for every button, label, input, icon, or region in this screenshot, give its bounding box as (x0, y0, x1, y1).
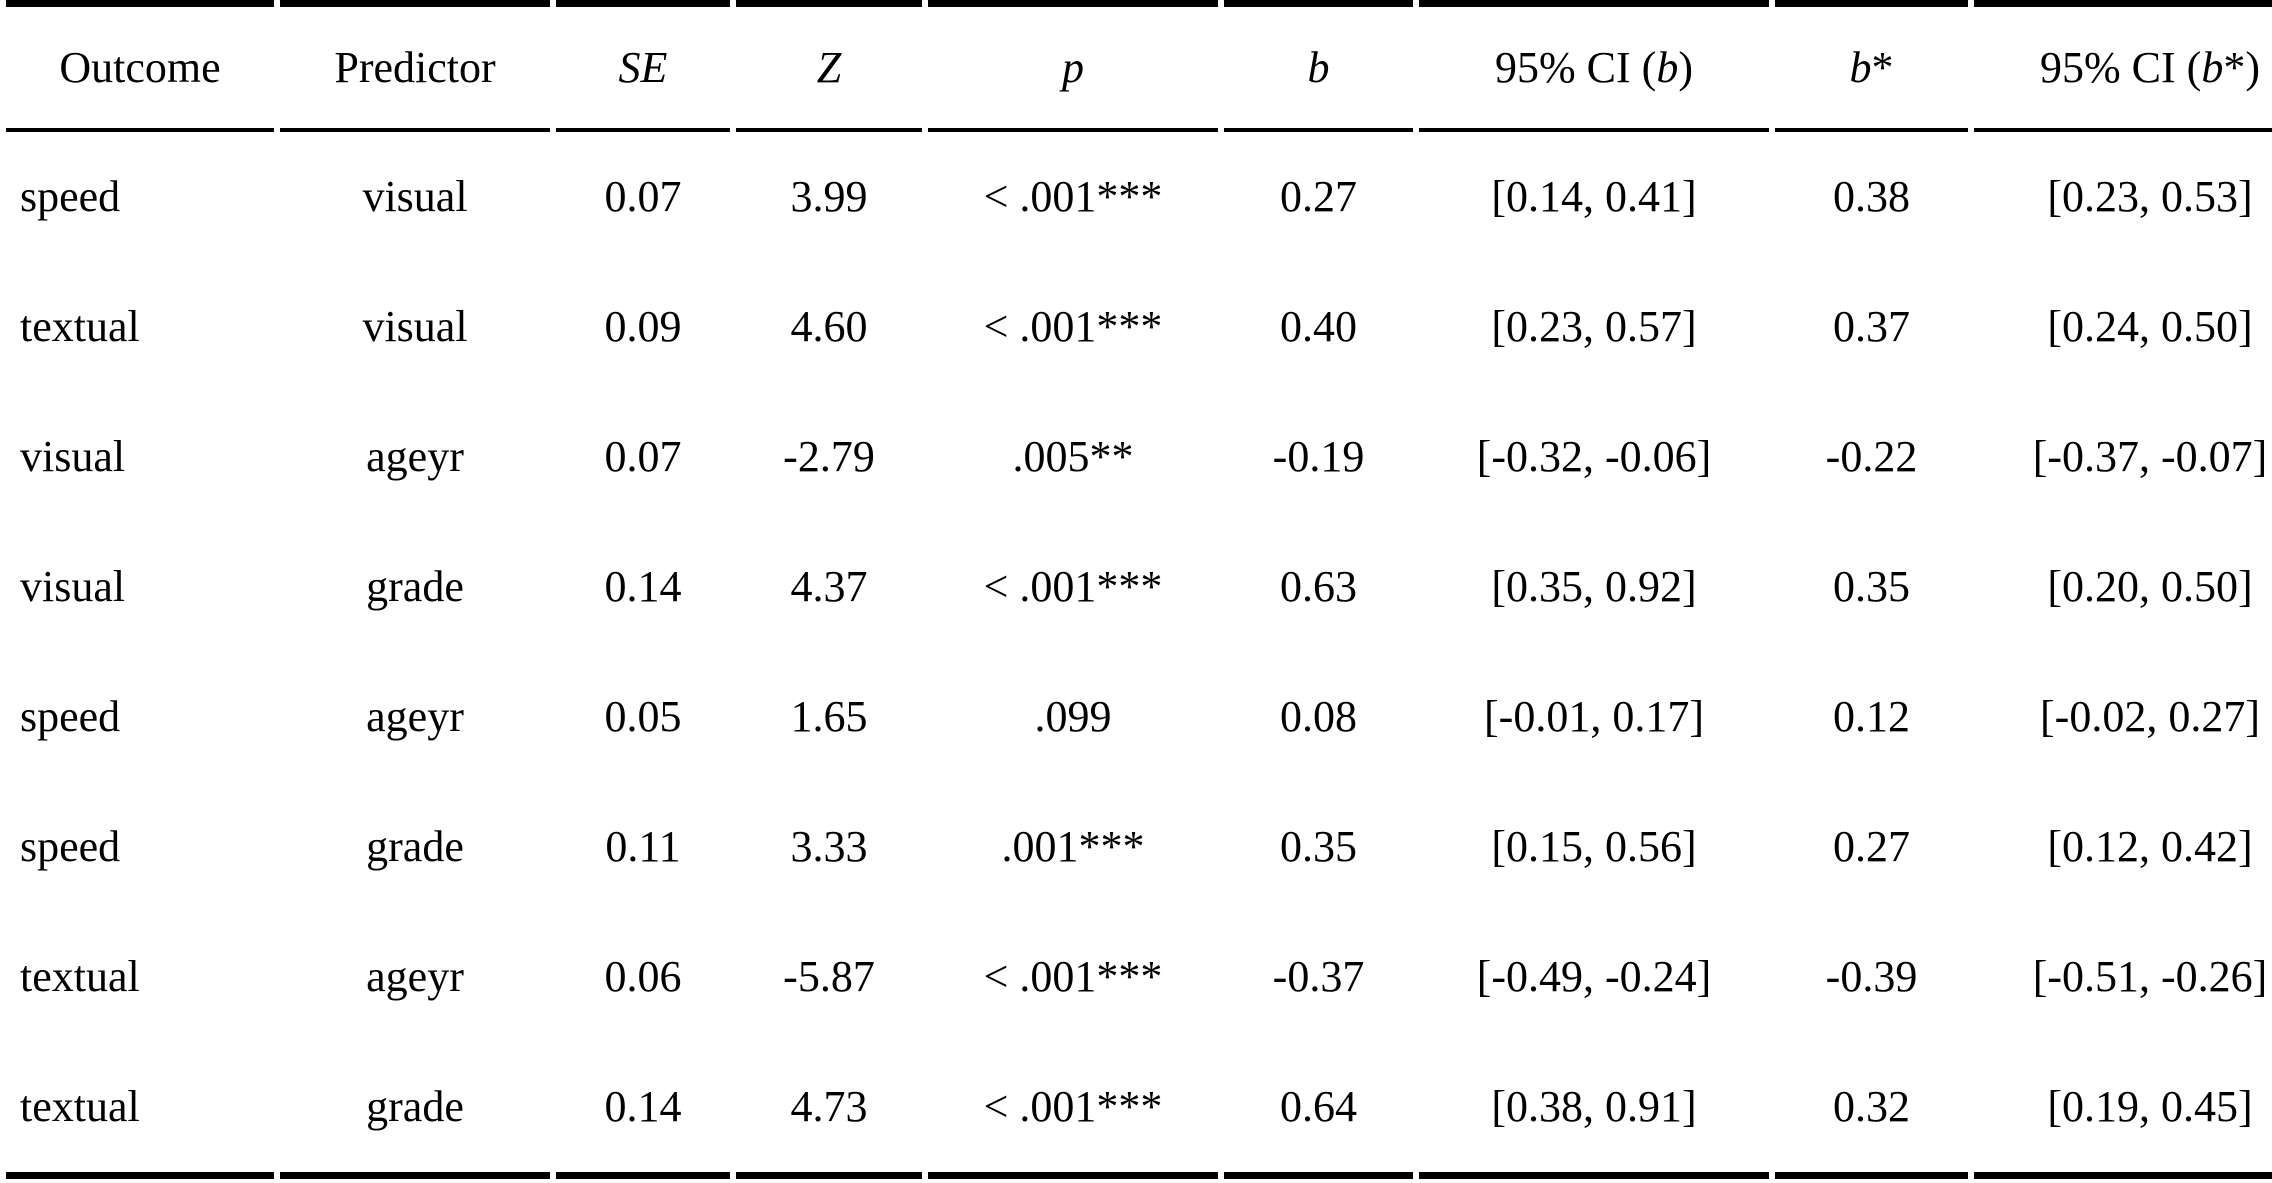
table-cell: 0.37 (1833, 302, 1910, 351)
table-cell: [0.38, 0.91] (1419, 1042, 1769, 1179)
table-cell: -5.87 (783, 952, 875, 1001)
table-header: Outcome Predictor SE Z p b 95% CI (b) b*… (6, 0, 2272, 132)
table-cell: grade (366, 822, 464, 871)
table-cell: [0.23, 0.57] (1491, 302, 1697, 351)
table-cell: .001*** (1001, 822, 1145, 871)
table-cell: 0.12 (1833, 692, 1910, 741)
table-cell: 4.60 (790, 302, 868, 351)
table-cell: -0.19 (1272, 432, 1365, 481)
column-header-se: SE (556, 0, 730, 132)
table-cell: [0.23, 0.53] (2047, 172, 2253, 221)
table-cell: [-0.32, -0.06] (1476, 432, 1712, 481)
table-cell: -0.39 (1825, 952, 1918, 1001)
table-cell: grade (280, 1042, 550, 1179)
table-cell: textual (6, 1042, 274, 1179)
table-cell: 0.27 (1833, 822, 1910, 871)
table-cell: 0.11 (605, 822, 681, 871)
table-cell: 0.14 (556, 1042, 730, 1179)
table-cell: -0.37 (1272, 952, 1365, 1001)
table-cell: 0.40 (1280, 302, 1357, 351)
table-cell: 4.37 (790, 562, 868, 611)
table-cell: visual (20, 432, 126, 481)
table-row: speed grade 0.11 3.33 .001*** 0.35 [0.15, 0.56… (6, 782, 2272, 912)
table-cell: [0.24, 0.50] (2047, 302, 2253, 351)
table-cell: [-0.51, -0.26] (2032, 952, 2268, 1001)
table-cell: textual (20, 302, 140, 351)
table-cell: 0.35 (1280, 822, 1357, 871)
table-cell: 0.35 (1833, 562, 1910, 611)
table-cell: [0.35, 0.92] (1491, 562, 1697, 611)
table-cell: [0.20, 0.50] (2047, 562, 2253, 611)
table-row: textual grade 0.14 4.73 < .001*** 0.64 [0.38, … (6, 1042, 2272, 1179)
table-row: speed ageyr 0.05 1.65 .099 0.08 [-0.01, 0.17] 0… (6, 652, 2272, 782)
table-cell: < .001*** (983, 302, 1163, 351)
table-cell: 0.63 (1280, 562, 1357, 611)
table-cell: 1.65 (790, 692, 868, 741)
column-header-b: b (1224, 0, 1413, 132)
table-cell: visual (362, 172, 468, 221)
table-cell: ageyr (366, 952, 464, 1001)
table-cell: 3.99 (790, 172, 868, 221)
table-cell: grade (366, 562, 464, 611)
table-cell: < .001*** (983, 172, 1163, 221)
table-row: textual visual 0.09 4.60 < .001*** 0.40 [0.23,… (6, 262, 2272, 392)
table-cell: [0.19, 0.45] (1974, 1042, 2272, 1179)
table-cell: -2.79 (783, 432, 875, 481)
table-cell: ageyr (366, 692, 464, 741)
header-row: Outcome Predictor SE Z p b 95% CI (b) b*… (6, 0, 2272, 132)
column-header-outcome: Outcome (6, 0, 274, 132)
table-cell: [-0.37, -0.07] (2032, 432, 2268, 481)
column-header-z: Z (736, 0, 922, 132)
table-cell: [-0.02, 0.27] (2040, 692, 2260, 741)
table-cell: -0.22 (1825, 432, 1918, 481)
column-header-ci-b-star: 95% CI (b*) (1974, 0, 2272, 132)
table-cell: 0.07 (604, 172, 682, 221)
table-cell: [-0.01, 0.17] (1484, 692, 1704, 741)
table-cell: 0.05 (604, 692, 682, 741)
table-row: visual ageyr 0.07 -2.79 .005** -0.19 [-0.32, -… (6, 392, 2272, 522)
table-body: speed visual 0.07 3.99 < .001*** 0.27 [0.14, 0… (6, 132, 2272, 1179)
table-cell: < .001*** (928, 1042, 1218, 1179)
table-cell: 0.06 (604, 952, 682, 1001)
table-cell: [-0.49, -0.24] (1476, 952, 1712, 1001)
table-cell: visual (362, 302, 468, 351)
table-cell: 0.27 (1280, 172, 1357, 221)
table-cell: .099 (1034, 692, 1112, 741)
column-header-b-star: b* (1775, 0, 1968, 132)
table-cell: 0.38 (1833, 172, 1910, 221)
table-cell: [0.14, 0.41] (1491, 172, 1697, 221)
table-cell: visual (20, 562, 126, 611)
table-cell: [0.15, 0.56] (1491, 822, 1697, 871)
table-cell: speed (20, 692, 121, 741)
table-row: speed visual 0.07 3.99 < .001*** 0.27 [0.14, 0… (6, 132, 2272, 262)
table-row: visual grade 0.14 4.37 < .001*** 0.63 [0.35, 0… (6, 522, 2272, 652)
table-cell: 4.73 (736, 1042, 922, 1179)
table-cell: speed (20, 172, 121, 221)
table-cell: 0.09 (604, 302, 682, 351)
table-cell: ageyr (366, 432, 464, 481)
table-cell: < .001*** (983, 562, 1163, 611)
table-cell: < .001*** (983, 952, 1163, 1001)
table-cell: 0.07 (604, 432, 682, 481)
column-header-predictor: Predictor (280, 0, 550, 132)
table-cell: [0.12, 0.42] (2047, 822, 2253, 871)
column-header-ci-b: 95% CI (b) (1419, 0, 1769, 132)
table-cell: 0.64 (1224, 1042, 1413, 1179)
table-cell: 0.32 (1775, 1042, 1968, 1179)
table-cell: textual (20, 952, 140, 1001)
table-cell: 3.33 (790, 822, 868, 871)
table-cell: speed (20, 822, 121, 871)
table-cell: 0.14 (604, 562, 682, 611)
table-cell: 0.08 (1280, 692, 1357, 741)
table-cell: .005** (1012, 432, 1134, 481)
column-header-p: p (928, 0, 1218, 132)
table-row: textual ageyr 0.06 -5.87 < .001*** -0.37 [-0.4… (6, 912, 2272, 1042)
